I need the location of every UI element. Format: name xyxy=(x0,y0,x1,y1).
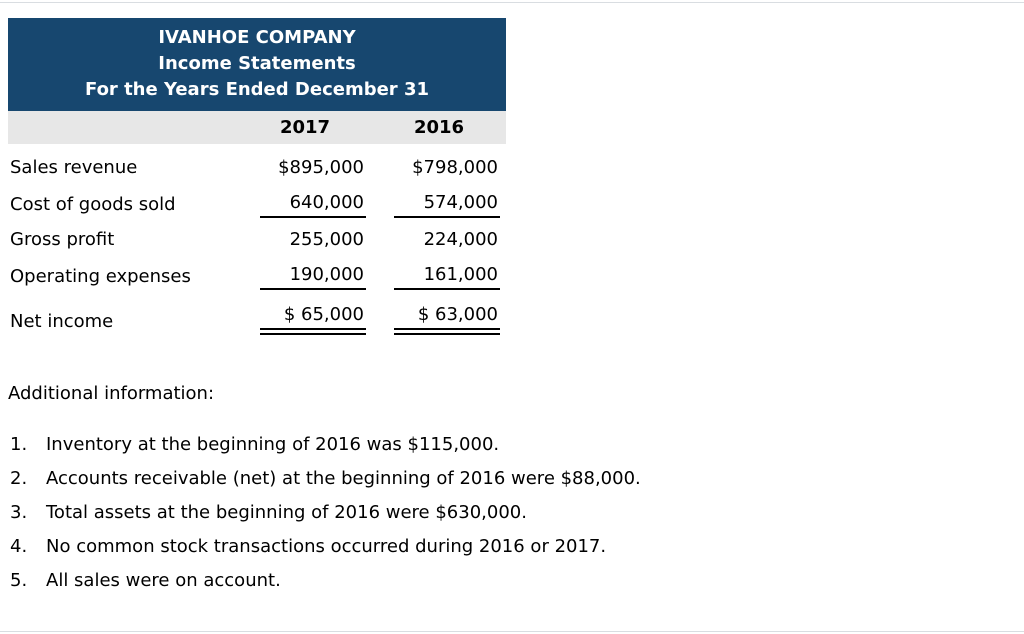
list-item-text: No common stock transactions occurred du… xyxy=(46,536,607,557)
list-item-number: 5. xyxy=(10,570,28,591)
list-item: 2. Accounts receivable (net) at the begi… xyxy=(8,468,1024,489)
amount-2017: $ 65,000 xyxy=(260,304,366,335)
row-label: Net income xyxy=(10,311,114,332)
additional-info-heading: Additional information: xyxy=(8,383,215,404)
cell-2017: 255,000 xyxy=(238,229,372,253)
column-header-row: 2017 2016 xyxy=(8,111,506,144)
company-name: IVANHOE COMPANY xyxy=(158,27,356,48)
cell-2016: 161,000 xyxy=(372,264,506,290)
statement-title: Income Statements xyxy=(158,53,356,74)
amount-2017: 190,000 xyxy=(260,264,366,290)
table-row-net-income: Net income $ 65,000 $ 63,000 xyxy=(8,292,506,337)
list-item-text: Inventory at the beginning of 2016 was $… xyxy=(46,434,500,455)
amount-2016: $ 63,000 xyxy=(394,304,500,335)
amount-2017: 640,000 xyxy=(260,192,366,218)
row-label: Gross profit xyxy=(10,229,115,250)
cell-2016: 574,000 xyxy=(372,192,506,218)
amount-2016: 161,000 xyxy=(394,264,500,290)
list-item: 5. All sales were on account. xyxy=(8,570,1024,591)
amount-2016: 224,000 xyxy=(423,229,498,250)
list-item-text: Total assets at the beginning of 2016 we… xyxy=(46,502,527,523)
row-label: Cost of goods sold xyxy=(10,194,176,215)
cell-2016: $798,000 xyxy=(372,157,506,181)
amount-2017: $895,000 xyxy=(278,157,364,178)
list-item: 3. Total assets at the beginning of 2016… xyxy=(8,502,1024,523)
cell-2017: 190,000 xyxy=(238,264,372,290)
cell-2016: $ 63,000 xyxy=(372,304,506,335)
list-item-text: Accounts receivable (net) at the beginni… xyxy=(46,468,641,489)
amount-2016: $798,000 xyxy=(412,157,498,178)
amount-2017: 255,000 xyxy=(289,229,364,250)
list-item-number: 4. xyxy=(10,536,28,557)
column-header-spacer xyxy=(8,117,238,138)
additional-info-list: 1. Inventory at the beginning of 2016 wa… xyxy=(8,434,1024,591)
list-item-number: 1. xyxy=(10,434,28,455)
row-label: Sales revenue xyxy=(10,157,138,178)
list-item-text: All sales were on account. xyxy=(46,570,281,591)
cell-2016: 224,000 xyxy=(372,229,506,253)
table-row-cost-of-goods-sold: Cost of goods sold 640,000 574,000 xyxy=(8,183,506,220)
row-label: Operating expenses xyxy=(10,266,191,287)
cell-2017: $ 65,000 xyxy=(238,304,372,335)
list-item: 4. No common stock transactions occurred… xyxy=(8,536,1024,557)
statement-period: For the Years Ended December 31 xyxy=(85,79,429,100)
column-header-2016: 2016 xyxy=(413,117,465,138)
table-row-sales-revenue: Sales revenue $895,000 $798,000 xyxy=(8,148,506,183)
income-statement: IVANHOE COMPANY Income Statements For th… xyxy=(8,18,506,337)
bottom-divider xyxy=(0,631,1024,632)
statement-header: IVANHOE COMPANY Income Statements For th… xyxy=(8,18,506,111)
top-divider xyxy=(0,2,1024,3)
amount-2016: 574,000 xyxy=(394,192,500,218)
table-row-operating-expenses: Operating expenses 190,000 161,000 xyxy=(8,255,506,292)
column-header-2017: 2017 xyxy=(279,117,331,138)
list-item-number: 2. xyxy=(10,468,28,489)
table-row-gross-profit: Gross profit 255,000 224,000 xyxy=(8,220,506,255)
list-item: 1. Inventory at the beginning of 2016 wa… xyxy=(8,434,1024,455)
cell-2017: $895,000 xyxy=(238,157,372,181)
cell-2017: 640,000 xyxy=(238,192,372,218)
list-item-number: 3. xyxy=(10,502,28,523)
